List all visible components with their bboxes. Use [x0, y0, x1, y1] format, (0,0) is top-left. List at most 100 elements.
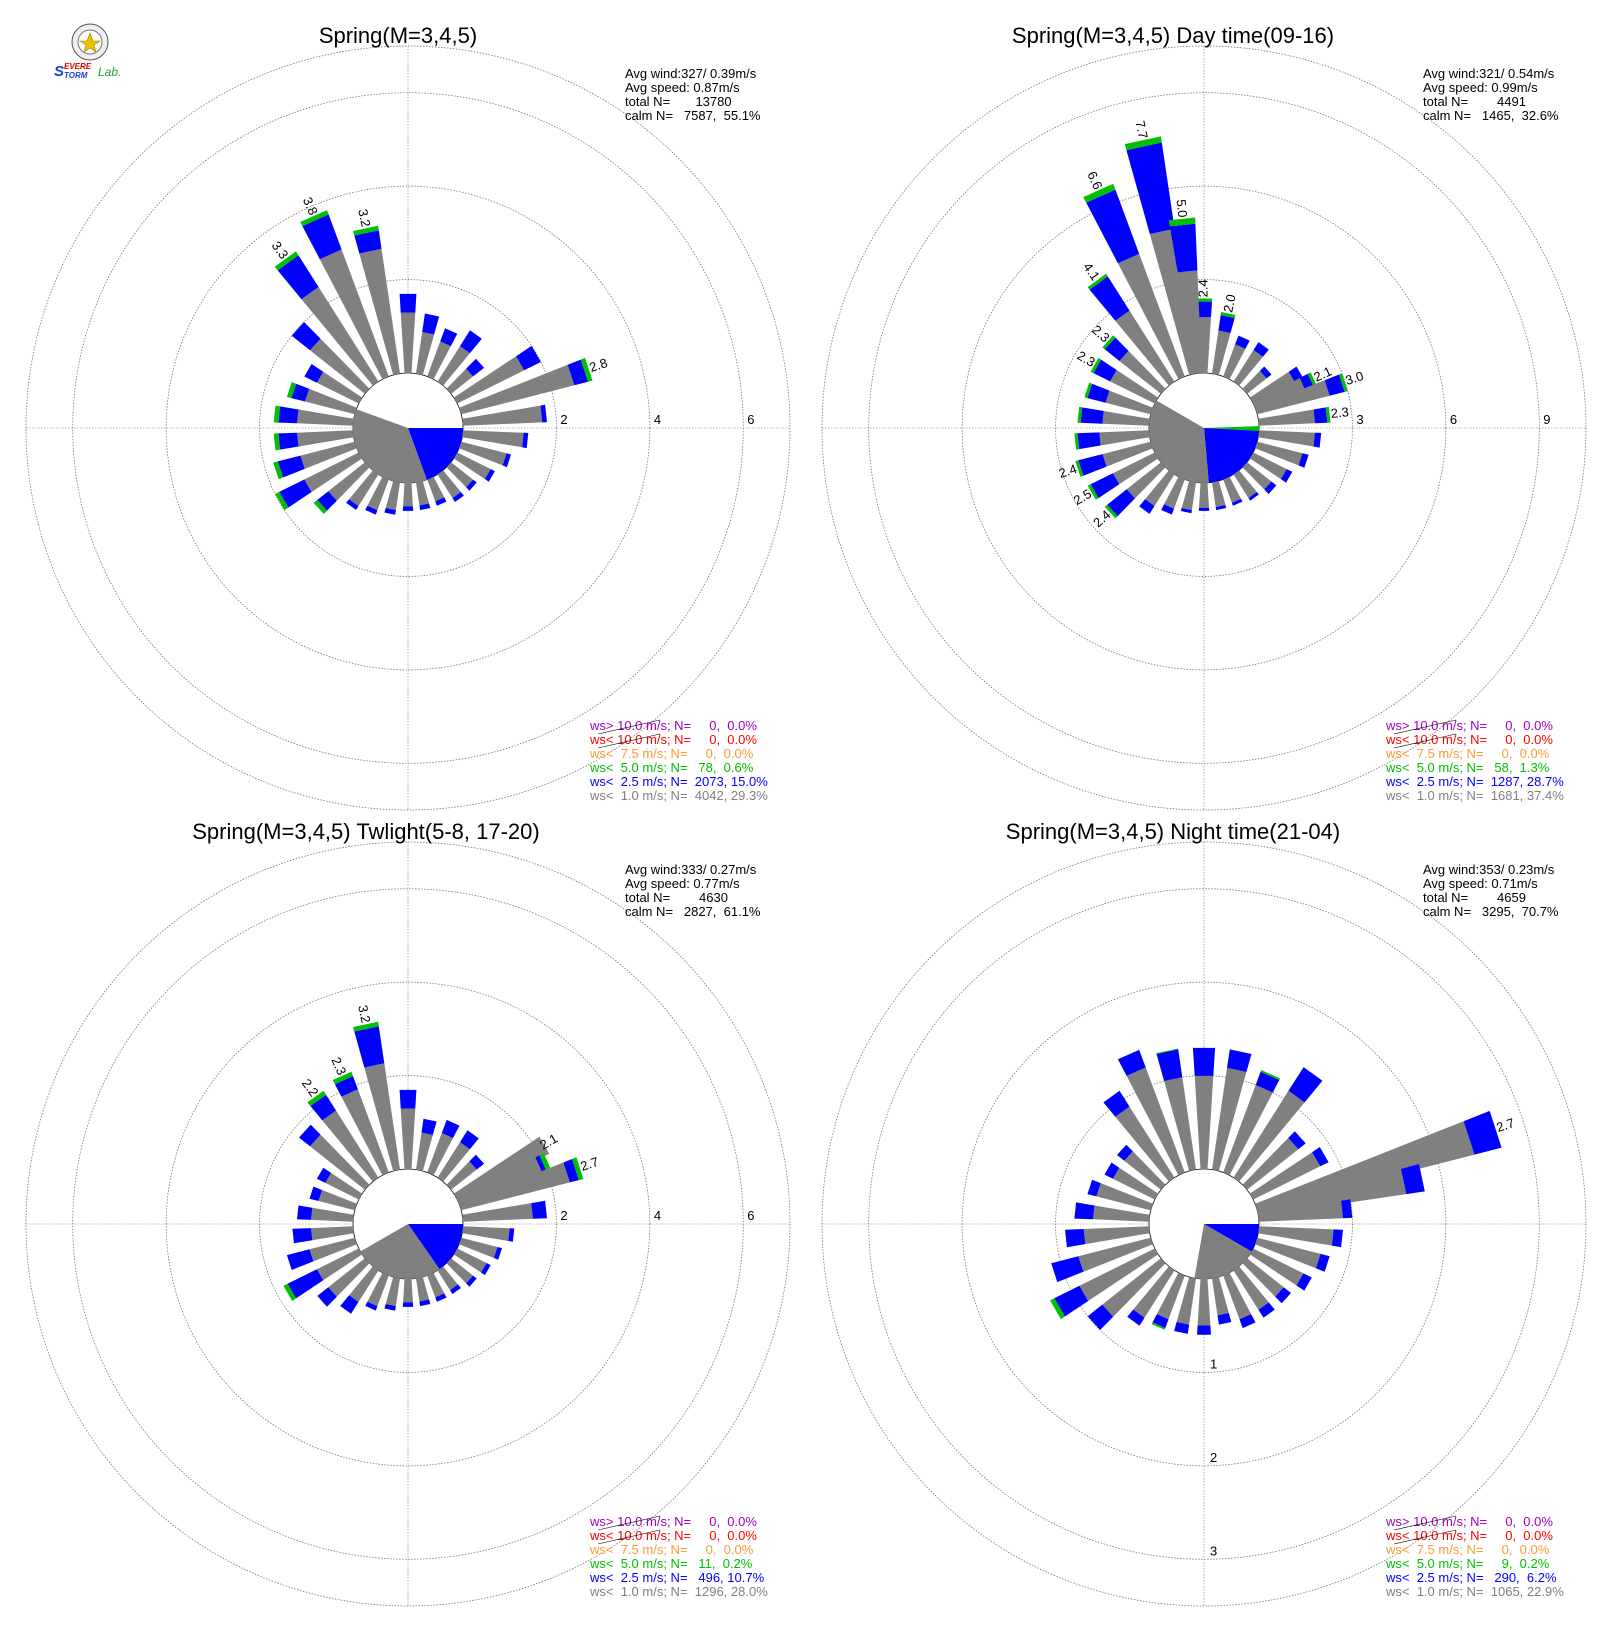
- wind-bar-segment: [273, 433, 281, 451]
- bar-value-label: 2.4: [1057, 461, 1079, 481]
- wind-bar-segment: [460, 330, 482, 354]
- wind-bar-segment: [1252, 378, 1306, 409]
- legend-strike: [1393, 719, 1457, 735]
- radial-tick-label: 6: [747, 412, 754, 427]
- wind-bar-segment: [301, 286, 379, 386]
- wind-bar-segment: [1181, 481, 1196, 511]
- bar-value-label: 3.0: [1343, 368, 1365, 388]
- bar-value-label: 6.6: [1084, 169, 1105, 192]
- wind-rose-panel-2: 2.42.02.1 3.02.32.42.52.42.32.34.16.67.75…: [821, 23, 1587, 811]
- wind-bar-segment: [1280, 469, 1293, 483]
- wind-bar-segment: [419, 503, 431, 511]
- wind-bar-segment: [300, 210, 329, 227]
- wind-bar-segment: [316, 1248, 363, 1281]
- radial-tick-label: 9: [1543, 412, 1550, 427]
- wind-bar-segment: [346, 499, 359, 510]
- wind-bar-segment: [446, 1258, 474, 1284]
- wind-bar-segment: [1164, 1077, 1196, 1171]
- wind-bar-segment: [283, 1283, 296, 1301]
- wind-bar-segment: [1259, 366, 1272, 379]
- legend-strike: [597, 1529, 661, 1545]
- wind-bar-segment: [309, 1237, 357, 1262]
- wind-bar-segment: [365, 1301, 378, 1311]
- wind-bar-segment: [1074, 433, 1080, 450]
- wind-bar-segment: [437, 1266, 458, 1291]
- wind-bar-segment: [466, 358, 485, 377]
- wind-bar-segment: [1192, 1047, 1216, 1076]
- calm-wedge: [1204, 428, 1259, 483]
- wind-bar-segment: [1258, 1302, 1275, 1318]
- legend-strike: [1393, 733, 1457, 749]
- wind-bar-segment: [286, 1249, 314, 1270]
- stat-line: total N= 13780: [625, 94, 732, 109]
- wind-bar-segment: [437, 470, 461, 499]
- wind-bar-segment: [1223, 1272, 1252, 1320]
- wind-bar-segment: [403, 482, 413, 507]
- wind-bar-segment: [1145, 470, 1175, 506]
- wind-bar-segment: [354, 230, 382, 254]
- wind-bar-segment: [1102, 335, 1116, 350]
- wind-rose-panel-4: 2.7 1 2 3 Spring(M=3,4,5) Night time(21-04) A…: [821, 819, 1587, 1607]
- wind-bar-segment: [310, 1094, 336, 1121]
- wind-bar-segment: [307, 1090, 326, 1106]
- wind-bar-segment: [275, 491, 289, 511]
- wind-bar-segment: [1194, 1075, 1214, 1170]
- wind-bar-segment: [1126, 142, 1175, 234]
- wind-bar-segment: [1133, 1266, 1175, 1318]
- wind-bar-segment: [1117, 1144, 1133, 1161]
- wind-bar-segment: [421, 1118, 437, 1135]
- legend-entry: ws< 10.0 m/s; N= 0, 0.0%: [1385, 732, 1553, 747]
- wind-bar-segment: [1227, 1049, 1252, 1072]
- wind-bar-segment: [297, 409, 354, 426]
- radial-tick-label: 2: [560, 412, 567, 427]
- wind-bar-segment: [1255, 1237, 1321, 1269]
- wind-bar-segment: [1199, 482, 1209, 508]
- wind-bar-segment: [1341, 1199, 1353, 1219]
- calm-wedge: [1149, 400, 1209, 484]
- stat-line: Avg speed: 0.71m/s: [1423, 876, 1538, 891]
- grid-ring: [961, 981, 1447, 1467]
- wind-bar-segment: [402, 1302, 414, 1307]
- wind-bar-segment: [384, 508, 396, 515]
- wind-bar-segment: [1124, 1151, 1166, 1190]
- stat-line: Avg wind:327/ 0.39m/s: [625, 66, 757, 81]
- wind-bar-segment: [328, 1258, 370, 1297]
- wind-bar-segment: [1288, 1067, 1323, 1103]
- wind-bar-segment: [273, 461, 283, 480]
- wind-bar-segment: [481, 1263, 491, 1276]
- wind-bar-segment: [1050, 1298, 1065, 1320]
- legend-strike: [597, 719, 661, 735]
- stat-line: calm N= 3295, 70.7%: [1423, 904, 1559, 919]
- logo-word-lab: Lab.: [98, 65, 121, 79]
- wind-bar-segment: [317, 1287, 337, 1307]
- wind-bar-segment: [341, 1089, 389, 1176]
- wind-bar-segment: [1083, 183, 1116, 203]
- wind-bar-segment: [367, 1272, 389, 1307]
- wind-bar-segment: [1212, 330, 1231, 375]
- wind-bar-segment: [340, 1295, 359, 1314]
- wind-bar-segment: [1107, 489, 1135, 517]
- wind-bar-segment: [359, 248, 400, 375]
- wind-bar-segment: [318, 1190, 357, 1211]
- legend-entry: ws< 5.0 m/s; N= 9, 0.2%: [1385, 1556, 1550, 1571]
- bar-value-label: 2.7: [1494, 1115, 1516, 1135]
- grid-ring: [259, 1075, 557, 1373]
- legend-entry: ws< 7.5 m/s; N= 0, 0.0%: [1385, 1542, 1550, 1557]
- wind-bar-segment: [1078, 1237, 1153, 1272]
- stat-line: calm N= 2827, 61.1%: [625, 904, 761, 919]
- wind-bar-segment: [367, 476, 389, 511]
- wind-bar-segment: [567, 359, 588, 386]
- panel-title: Spring(M=3,4,5) Night time(21-04): [1006, 819, 1340, 844]
- grid-ring: [165, 185, 651, 671]
- stat-line: Avg wind:353/ 0.23m/s: [1423, 862, 1555, 877]
- wind-bar-segment: [1197, 1278, 1211, 1326]
- wind-bar-segment: [1233, 470, 1257, 499]
- wind-bar-segment: [1253, 342, 1269, 357]
- wind-bar-segment: [540, 404, 547, 423]
- wind-bar-segment: [1257, 1169, 1407, 1216]
- wind-bar-segment: [1258, 1226, 1334, 1246]
- radial-tick-label: 3: [1210, 1543, 1217, 1558]
- severe-storm-lab-logo: S EVERE TORM Lab.: [54, 23, 121, 80]
